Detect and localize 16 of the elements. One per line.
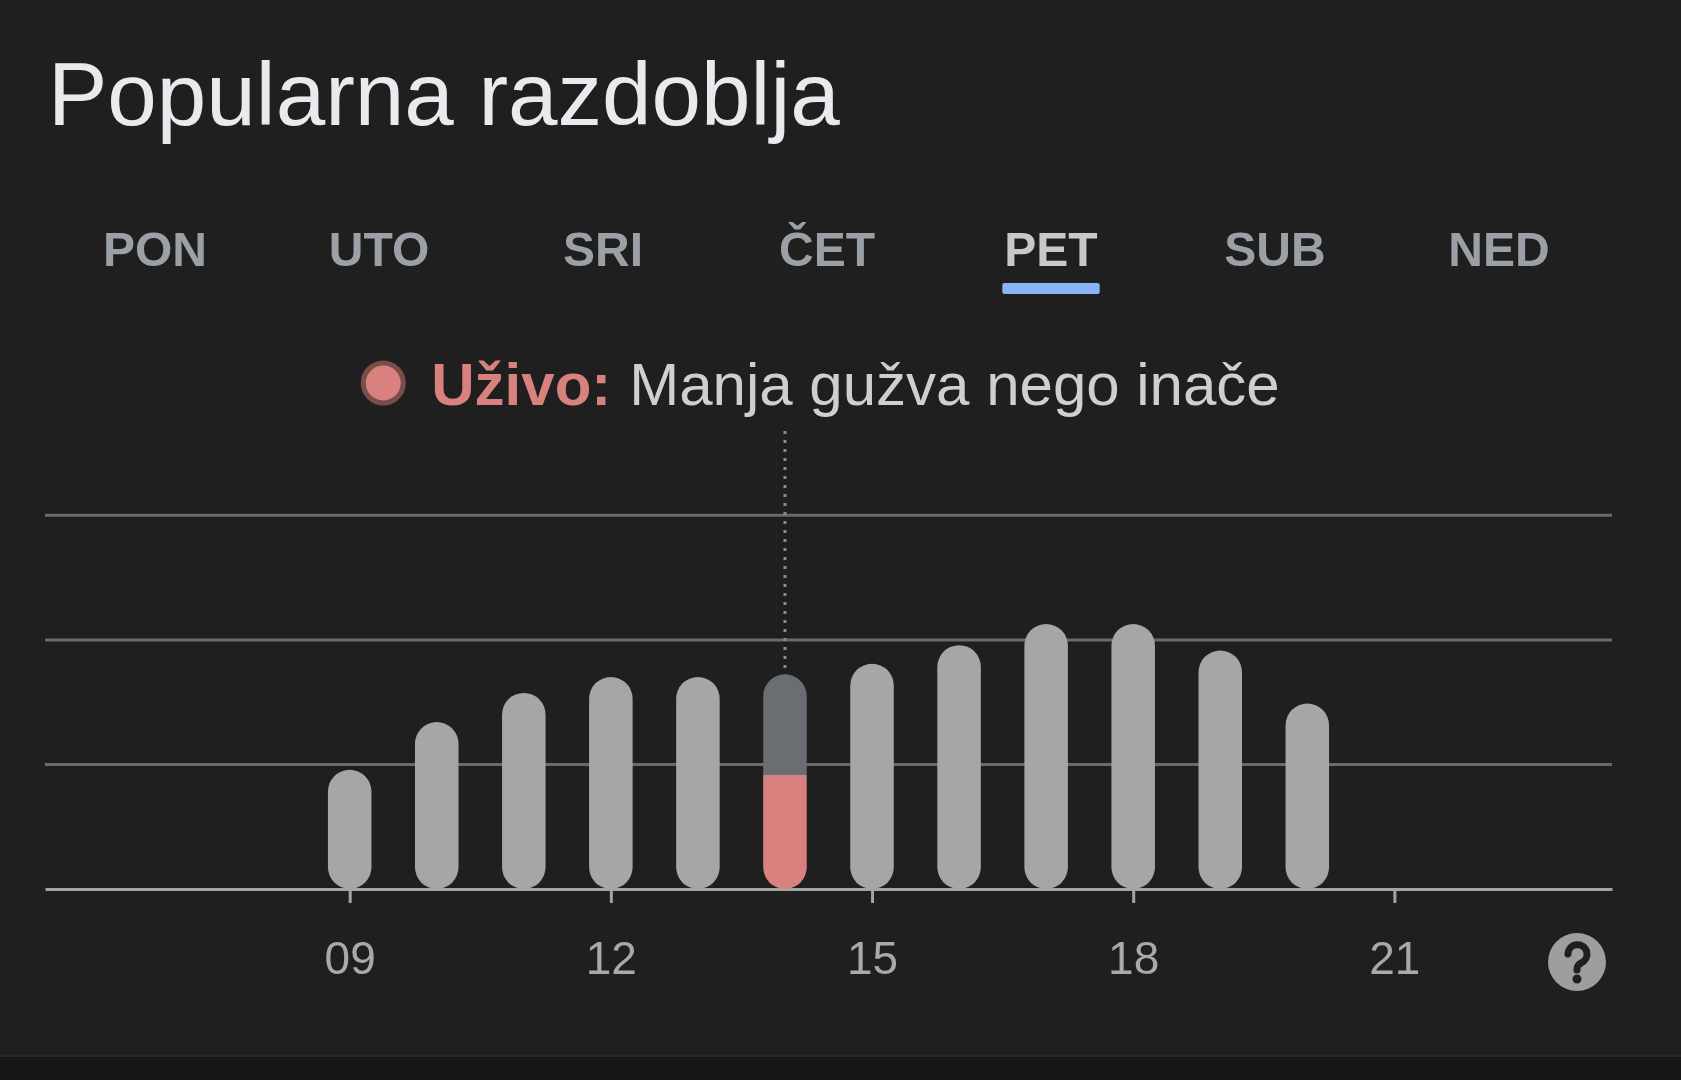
- x-tick-label: 21: [1369, 931, 1421, 984]
- x-tick-label: 15: [846, 931, 899, 984]
- x-tick-label: 18: [1108, 931, 1160, 984]
- text: SRI: [562, 223, 644, 276]
- x-tick-label: 12: [585, 931, 637, 984]
- bar: [763, 775, 807, 889]
- text: PON: [102, 223, 208, 276]
- text: UTO: [328, 223, 430, 276]
- chart-title: Popularna razdoblja: [48, 44, 841, 144]
- text: ČET: [779, 222, 875, 276]
- text: NED: [1448, 223, 1550, 276]
- ref-line-label: Manja gužva nego inače: [629, 351, 1280, 418]
- legend-label: Uživo:: [431, 351, 612, 418]
- x-tick-label: 09: [324, 931, 376, 984]
- text: SUB: [1224, 223, 1326, 276]
- text: PET: [1004, 223, 1098, 276]
